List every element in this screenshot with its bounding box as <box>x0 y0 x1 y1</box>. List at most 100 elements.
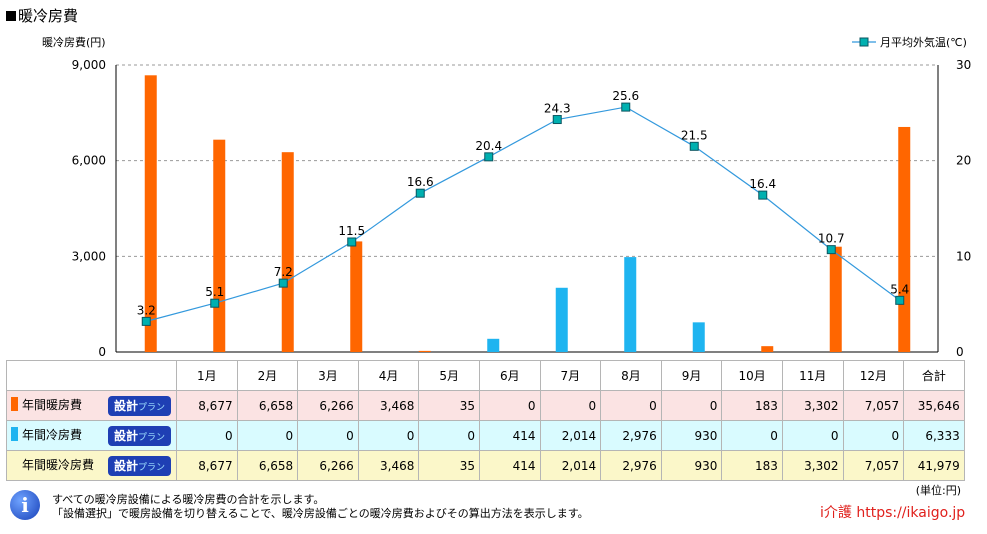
temperature-point <box>415 188 425 198</box>
bar <box>624 257 637 352</box>
bar <box>555 287 568 352</box>
y-axis-label: 暖冷房費(円) <box>42 35 106 49</box>
table-cell: 2,976 <box>600 450 662 481</box>
y-tick-label: 6,000 <box>72 154 106 168</box>
unit-label: (単位:円) <box>915 484 961 497</box>
temperature-point <box>552 115 562 125</box>
table-cell: 35 <box>418 450 480 481</box>
bar <box>761 346 774 352</box>
plan-button-cooling[interactable]: 設計プラン <box>108 425 172 446</box>
plan-button-label: 設計 <box>114 458 139 473</box>
temperature-data-label: 20.4 <box>475 139 502 153</box>
row-label-heating: 年間暖房費 設計プラン <box>6 390 177 421</box>
bar <box>144 75 157 352</box>
table-cell: 183 <box>721 450 783 481</box>
table-cell: 2,976 <box>600 420 662 451</box>
row-label-cooling: 年間冷房費 設計プラン <box>6 420 177 451</box>
plan-button-label: 設計 <box>114 428 139 443</box>
table-cell: 414 <box>478 420 541 451</box>
table-cell: 0 <box>418 420 480 451</box>
table-cell: 0 <box>236 420 299 451</box>
table-cell: 0 <box>539 390 602 421</box>
table-cell: 0 <box>660 390 723 421</box>
table-cell: 0 <box>297 420 359 451</box>
table-header-cell: 8月 <box>600 360 662 391</box>
table-cell: 6,266 <box>297 450 359 481</box>
row-label-total: 年間暖冷房費 設計プラン <box>6 450 177 481</box>
plan-button-total[interactable]: 設計プラン <box>108 455 172 476</box>
cooling-swatch-icon <box>11 427 18 441</box>
table-header-cell: 7月 <box>539 360 602 391</box>
temperature-point <box>758 190 768 200</box>
table-cell: 8,677 <box>176 450 238 481</box>
table-cell: 2,014 <box>539 450 602 481</box>
table-cell: 414 <box>478 450 541 481</box>
temperature-data-label: 3.2 <box>137 303 156 317</box>
table-cell: 930 <box>660 450 723 481</box>
temperature-line <box>146 106 901 322</box>
temperature-point <box>826 245 836 255</box>
table-cell: 7,057 <box>842 450 905 481</box>
plan-button-suffix: プラン <box>138 462 166 473</box>
table-header-cell: 10月 <box>721 360 783 391</box>
table-cell: 6,658 <box>236 390 299 421</box>
table-cell-total: 6,333 <box>903 420 965 451</box>
brand-label: i介護 https://ikaigo.jp <box>820 505 966 521</box>
table-cell: 3,302 <box>781 390 844 421</box>
table-cell: 2,014 <box>539 420 602 451</box>
table-cell: 0 <box>781 420 844 451</box>
temperature-point <box>484 152 494 162</box>
table-cell: 930 <box>660 420 723 451</box>
table-header-cell: 11月 <box>781 360 844 391</box>
table-header-cell: 3月 <box>297 360 359 391</box>
temperature-data-label: 21.5 <box>681 128 708 142</box>
temperature-point <box>895 295 905 305</box>
plan-button-suffix: プラン <box>138 432 166 443</box>
row-label-text: 年間暖房費 <box>22 398 83 412</box>
table-cell: 0 <box>176 420 238 451</box>
total-swatch-spacer <box>11 457 18 471</box>
table-cell: 0 <box>842 420 905 451</box>
table-header-cell: 4月 <box>357 360 420 391</box>
table-cell: 6,266 <box>297 390 359 421</box>
temperature-data-label: 10.7 <box>818 232 845 246</box>
plan-button-label: 設計 <box>114 398 139 413</box>
table-header-row: 1月 2月 3月 4月 5月 6月 7月 8月 9月 10月 11月 12月 合… <box>6 360 965 391</box>
table-header-cell: 9月 <box>660 360 723 391</box>
data-table: 1月 2月 3月 4月 5月 6月 7月 8月 9月 10月 11月 12月 合… <box>6 360 965 481</box>
table-header-cell: 5月 <box>418 360 480 391</box>
bar <box>350 241 363 352</box>
table-header-cell: 12月 <box>842 360 905 391</box>
row-label-text: 年間冷房費 <box>22 428 83 442</box>
y-tick-label: 3,000 <box>72 249 106 263</box>
table-cell-total: 41,979 <box>903 450 965 481</box>
page-title: 暖冷房費 <box>6 5 78 26</box>
temperature-point <box>621 102 631 112</box>
temperature-data-label: 25.6 <box>612 89 639 103</box>
plan-button-heating[interactable]: 設計プラン <box>108 395 172 416</box>
table-cell: 3,302 <box>781 450 844 481</box>
table-cell: 7,057 <box>842 390 905 421</box>
temperature-point <box>141 316 151 326</box>
table-cell: 0 <box>721 420 783 451</box>
heating-swatch-icon <box>11 397 18 411</box>
y-tick-label: 9,000 <box>72 58 106 72</box>
legend-label: 月平均外気温(℃) <box>880 35 967 49</box>
title-square-icon <box>6 11 16 21</box>
table-row-heating: 年間暖房費 設計プラン 8,677 6,658 6,266 3,468 35 0 … <box>6 390 965 421</box>
plan-button-suffix: プラン <box>138 402 166 413</box>
y-tick-label: 0 <box>98 345 106 359</box>
y2-tick-label: 10 <box>956 249 971 263</box>
temperature-point <box>210 298 220 308</box>
bar <box>418 350 431 352</box>
bar <box>898 126 911 352</box>
table-cell: 183 <box>721 390 783 421</box>
table-cell: 0 <box>600 390 662 421</box>
temperature-point <box>689 141 699 151</box>
temperature-data-label: 7.2 <box>274 265 293 279</box>
table-cell: 3,468 <box>357 450 420 481</box>
bar <box>692 322 705 352</box>
temperature-data-label: 24.3 <box>544 102 571 116</box>
temperature-data-label: 16.6 <box>407 175 434 189</box>
table-header-cell: 2月 <box>236 360 299 391</box>
